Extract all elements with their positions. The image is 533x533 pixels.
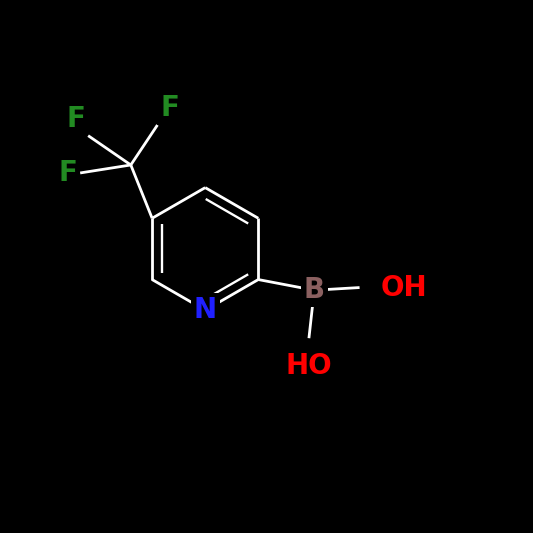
Text: N: N [193,296,217,324]
Text: B: B [304,276,325,304]
Text: HO: HO [286,352,332,379]
Text: F: F [59,159,77,187]
Text: B: B [304,276,325,304]
Text: N: N [193,296,217,324]
Text: F: F [160,94,179,123]
Text: HO: HO [286,352,332,379]
Text: F: F [160,94,179,123]
Text: F: F [67,105,85,133]
Text: F: F [59,159,77,187]
Text: OH: OH [381,273,427,302]
Text: F: F [67,105,85,133]
Text: OH: OH [381,273,427,302]
